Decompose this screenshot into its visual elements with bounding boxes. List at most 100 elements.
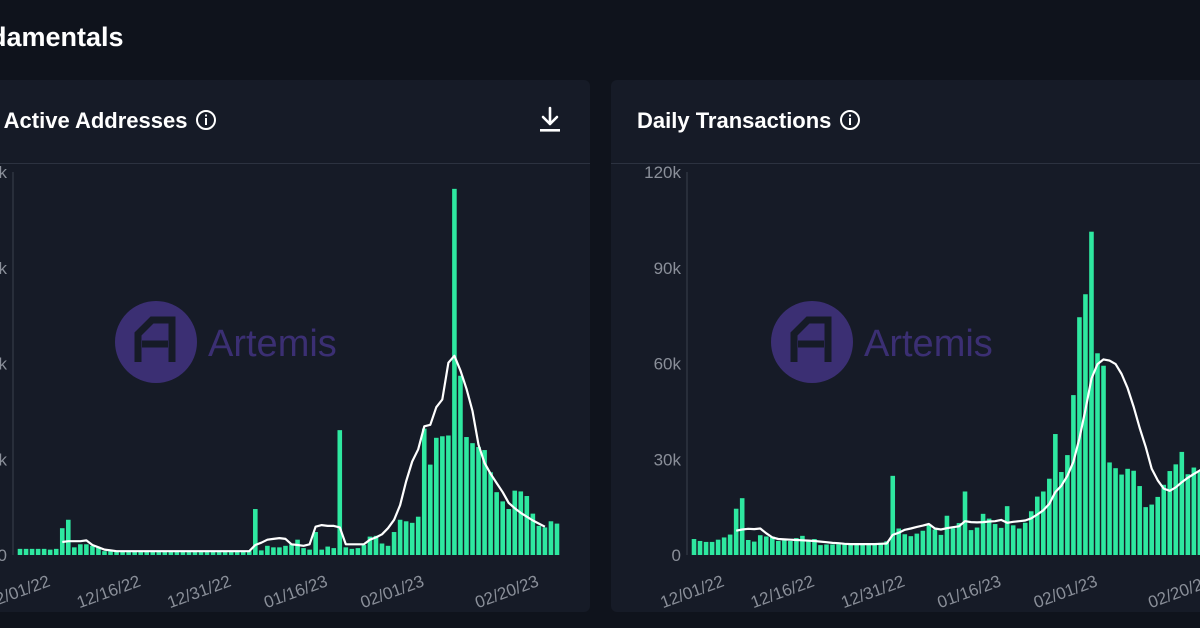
bar — [476, 446, 481, 555]
bar — [464, 437, 469, 555]
panel-title: ly Active Addresses — [0, 108, 217, 134]
bar — [709, 541, 715, 555]
bar — [830, 544, 835, 555]
bar — [35, 548, 41, 555]
bar — [102, 551, 107, 555]
bar — [1185, 474, 1191, 555]
bar — [204, 551, 210, 555]
bar — [536, 525, 542, 555]
bar — [246, 551, 252, 555]
bar — [968, 530, 974, 555]
bar — [739, 498, 745, 555]
bar — [1101, 365, 1106, 555]
y-tick-label: 90k — [654, 259, 682, 278]
bar — [421, 428, 427, 555]
bar — [41, 548, 47, 555]
bar — [554, 523, 560, 555]
bar — [355, 548, 361, 555]
bar — [403, 521, 409, 555]
y-tick-label: k — [0, 450, 8, 469]
bar — [325, 546, 331, 555]
bar — [446, 435, 451, 555]
bar — [926, 524, 932, 555]
panel-title: Daily Transactions — [637, 108, 861, 134]
bar — [757, 535, 763, 555]
bar — [1089, 231, 1094, 555]
bar — [234, 551, 240, 555]
bar — [222, 551, 228, 555]
bar — [703, 541, 709, 555]
bar — [482, 450, 487, 555]
bar — [458, 375, 463, 555]
bar — [65, 519, 71, 555]
bar — [319, 549, 324, 555]
artemis-watermark: Artemis — [115, 301, 337, 383]
bar — [1173, 464, 1179, 555]
y-tick-label: 0 — [0, 546, 7, 565]
bar — [812, 539, 817, 555]
info-icon[interactable] — [195, 109, 217, 131]
bar — [277, 547, 282, 555]
y-tick-label: 120k — [644, 163, 681, 182]
bar — [878, 542, 883, 555]
x-tick-label: 12/31/22 — [165, 572, 234, 612]
x-tick-label: 12/01/22 — [0, 572, 52, 612]
active-addresses-chart: Artemis k k k k 0 12/01/22 12/16/22 12/31/22 01/1… — [0, 163, 560, 612]
x-tick-label: 12/31/22 — [838, 572, 907, 612]
download-icon[interactable] — [538, 106, 562, 134]
bar — [938, 534, 944, 555]
bar — [1095, 353, 1100, 555]
bar — [162, 551, 168, 555]
bar — [770, 536, 775, 555]
bar — [1053, 434, 1058, 555]
bar — [271, 547, 276, 555]
bar — [902, 534, 908, 555]
bar — [697, 540, 703, 555]
bar — [240, 551, 246, 555]
bar — [78, 544, 83, 555]
section-title: damentals — [0, 22, 124, 52]
bar — [301, 548, 306, 555]
bar — [866, 543, 871, 555]
bar — [932, 529, 938, 555]
panel-title-text: Daily Transactions — [637, 108, 832, 133]
bar — [733, 508, 739, 555]
bar — [776, 540, 781, 555]
bar — [23, 548, 29, 555]
bar — [295, 539, 300, 555]
bar — [962, 491, 968, 555]
y-tick-label: 60k — [654, 355, 682, 374]
bar — [1119, 474, 1124, 555]
bar — [848, 544, 853, 555]
bar — [90, 545, 95, 555]
bar — [884, 541, 890, 555]
bar — [992, 524, 998, 555]
bar — [542, 527, 548, 555]
bar — [914, 533, 920, 555]
info-icon[interactable] — [839, 109, 861, 131]
bar — [440, 436, 445, 555]
bar — [806, 541, 811, 555]
watermark-text: Artemis — [208, 323, 337, 365]
artemis-watermark: Artemis — [771, 301, 993, 383]
bar — [908, 536, 914, 555]
bar — [715, 539, 721, 555]
panel-header: ly Active Addresses — [0, 80, 590, 164]
bar — [1004, 506, 1010, 555]
bar — [1161, 484, 1167, 555]
artemis-logo-glyph — [134, 316, 176, 362]
x-tick-label: 02/01/23 — [1031, 572, 1100, 612]
bar — [331, 548, 337, 555]
bar — [156, 551, 162, 555]
bar — [944, 515, 950, 555]
bar — [29, 548, 35, 555]
bar — [138, 551, 143, 555]
bar — [1083, 294, 1088, 555]
bar — [210, 551, 216, 555]
y-tick-label: 0 — [672, 546, 681, 565]
bar — [114, 551, 119, 555]
bar — [494, 492, 499, 555]
bar — [120, 551, 125, 555]
bar — [1197, 472, 1200, 555]
bar — [727, 534, 733, 555]
